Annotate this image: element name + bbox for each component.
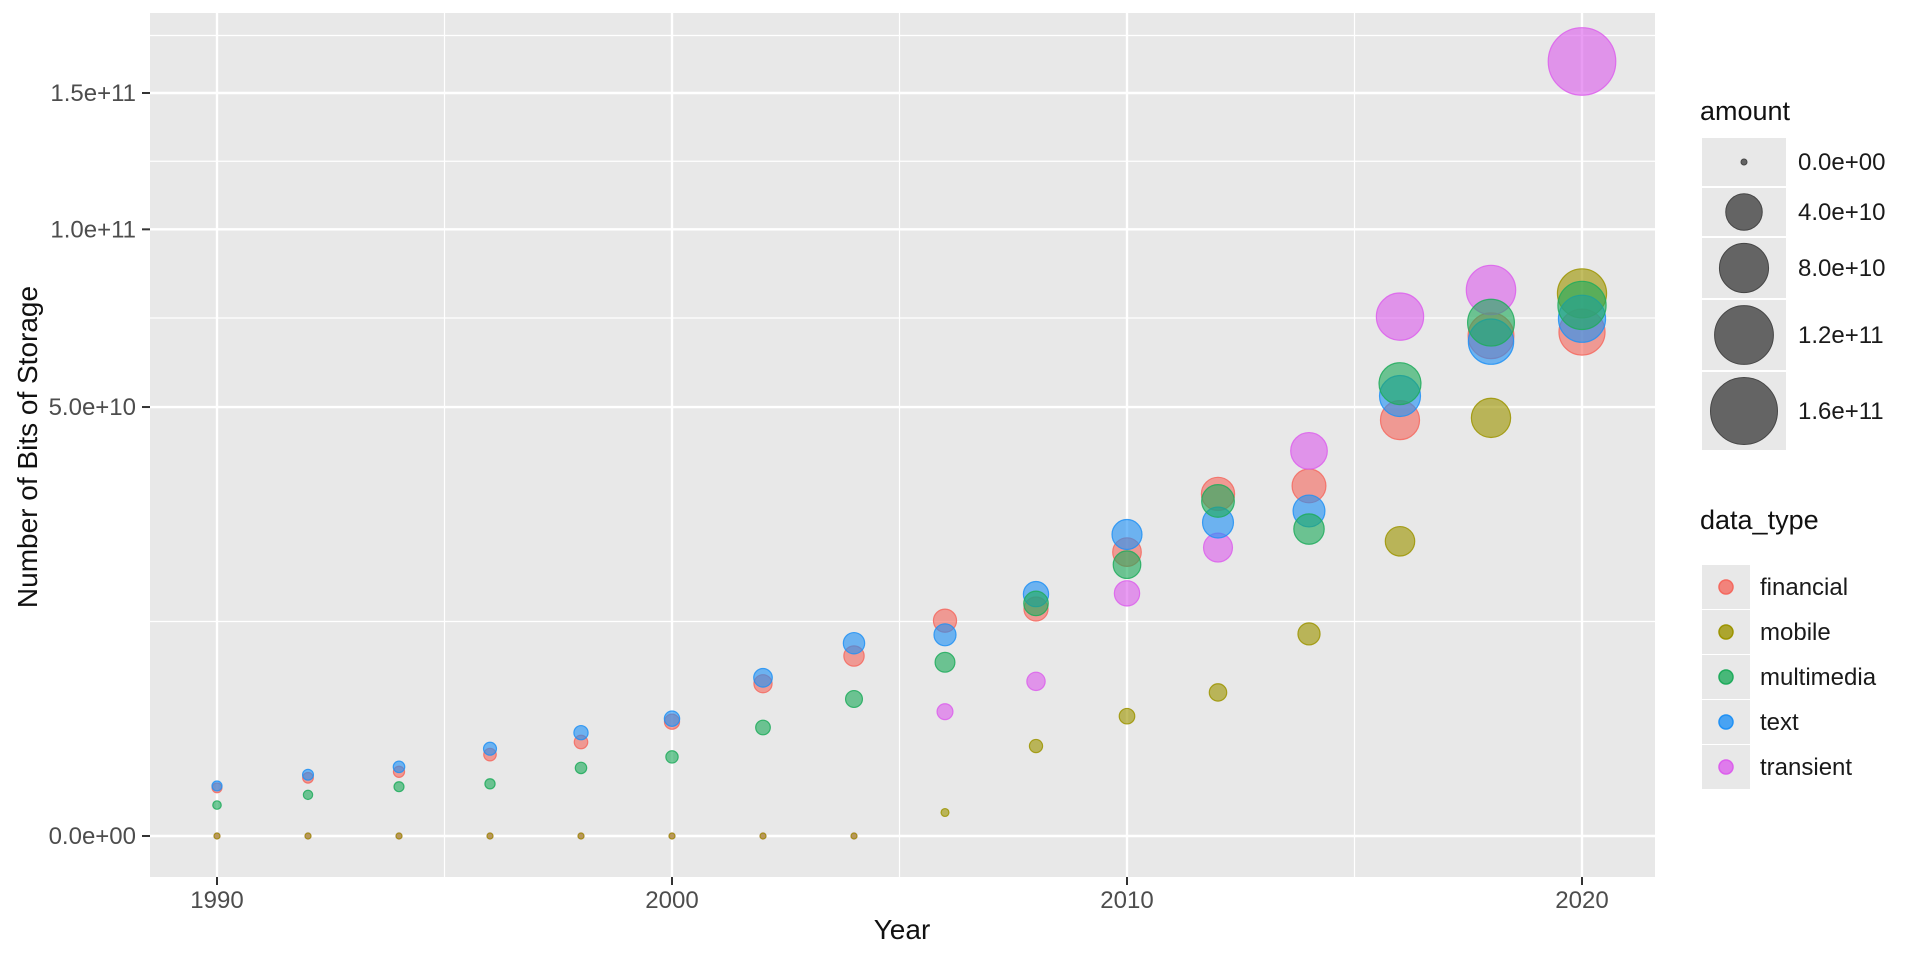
size-legend-key-circle (1714, 305, 1774, 365)
bubble-transient-2006 (936, 703, 954, 721)
bubble-text-2004 (842, 631, 866, 655)
color-legend-key-dot-financial (1718, 579, 1734, 595)
bubble-transient-2008 (1026, 671, 1046, 692)
bubble-mobile-2014 (1297, 622, 1321, 646)
bubble-multimedia-1992 (302, 789, 314, 801)
y-axis-title: Number of Bits of Storage (12, 285, 43, 609)
x-tick-label: 1990 (190, 887, 243, 914)
bubble-transient-2016 (1375, 292, 1425, 341)
y-tick-label: 0.0e+00 (49, 823, 136, 850)
bubble-mobile-2004 (850, 832, 858, 840)
bubble-multimedia-2012 (1201, 484, 1235, 518)
bubble-multimedia-1994 (393, 781, 405, 793)
color-legend-key-dot-transient (1718, 759, 1734, 775)
size-legend-key-circle (1740, 158, 1748, 166)
bubble-mobile-1990 (213, 832, 221, 840)
bubble-transient-2010 (1113, 580, 1141, 607)
bubble-transient-2014 (1290, 431, 1328, 470)
bubble-multimedia-1990 (212, 800, 222, 810)
y-tick-label: 1.0e+11 (50, 216, 136, 243)
bubble-text-1990 (211, 780, 223, 792)
bubble-multimedia-1996 (484, 778, 496, 790)
bubble-multimedia-2000 (665, 750, 679, 764)
plot-panel-layer (150, 13, 1655, 877)
color-legend-title: data_type (1700, 505, 1819, 535)
bubble-text-2000 (663, 710, 681, 727)
bubble-mobile-2000 (668, 832, 676, 840)
x-tick-label: 2020 (1555, 887, 1608, 914)
x-tick-label: 2010 (1100, 887, 1153, 914)
bubble-mobile-1998 (577, 832, 585, 840)
bubble-text-2010 (1111, 518, 1143, 551)
bubble-text-1996 (482, 741, 498, 756)
size-legend-label: 8.0e+10 (1798, 255, 1885, 282)
bubble-mobile-1992 (304, 832, 312, 840)
y-tick-label: 1.5e+11 (50, 80, 136, 107)
bubble-multimedia-2004 (844, 689, 864, 709)
bubble-multimedia-2018 (1466, 298, 1516, 347)
bubble-multimedia-2008 (1023, 590, 1049, 617)
bubble-mobile-2010 (1118, 707, 1136, 725)
bubble-multimedia-1998 (574, 761, 588, 775)
bubble-layer (211, 27, 1617, 840)
size-legend-label: 1.6e+11 (1798, 398, 1884, 425)
bubble-mobile-2016 (1384, 525, 1416, 557)
size-legend-label: 0.0e+00 (1798, 149, 1885, 176)
size-legend-key-circle (1710, 377, 1778, 445)
plot-panel (150, 13, 1655, 877)
size-legend-label: 4.0e+10 (1798, 199, 1885, 226)
bubble-mobile-2002 (759, 832, 767, 840)
bubble-text-2002 (753, 667, 773, 688)
bubble-text-1998 (573, 724, 589, 741)
bubble-mobile-2012 (1208, 683, 1228, 702)
size-legend-label: 1.2e+11 (1798, 322, 1884, 349)
bubble-text-2006 (933, 623, 957, 647)
bubble-multimedia-2010 (1112, 550, 1142, 580)
color-legend-label: multimedia (1760, 664, 1877, 691)
bubble-mobile-2008 (1028, 738, 1044, 754)
bubble-multimedia-2006 (934, 651, 956, 673)
bubble-mobile-1994 (395, 832, 403, 840)
legend-layer: 0.0e+00 4.0e+10 8.0e+10 1.2e+11 1.6e+11 finan… (1702, 138, 1885, 789)
size-legend-key-circle (1725, 193, 1763, 231)
y-tick-label: 5.0e+10 (49, 394, 136, 421)
bubble-text-1992 (301, 768, 315, 781)
color-legend-label: text (1760, 709, 1799, 736)
size-legend-title: amount (1700, 96, 1791, 126)
bubble-transient-2020 (1547, 27, 1617, 96)
bubble-mobile-2018 (1470, 397, 1512, 439)
x-axis-title: Year (873, 914, 931, 945)
color-legend-label: transient (1760, 754, 1852, 781)
x-tick-label: 2000 (645, 887, 698, 914)
bubble-multimedia-2002 (755, 719, 771, 736)
bubble-text-1994 (392, 760, 406, 774)
color-legend-key-dot-mobile (1718, 624, 1734, 640)
bubble-multimedia-2014 (1293, 513, 1325, 545)
color-legend-key-dot-multimedia (1718, 669, 1734, 685)
size-legend-key-circle (1718, 242, 1770, 294)
color-legend-key-dot-text (1718, 714, 1734, 730)
bubble-multimedia-2020 (1557, 280, 1607, 331)
axis-tick-layer: 0.0e+00 5.0e+10 1.0e+11 1.5e+11 1990 2000 2010… (49, 80, 1609, 914)
bubble-mobile-2006 (940, 807, 950, 818)
bubble-multimedia-2016 (1378, 362, 1422, 406)
bubble-mobile-1996 (486, 832, 494, 840)
color-legend-label: mobile (1760, 619, 1831, 646)
color-legend-label: financial (1760, 574, 1848, 601)
